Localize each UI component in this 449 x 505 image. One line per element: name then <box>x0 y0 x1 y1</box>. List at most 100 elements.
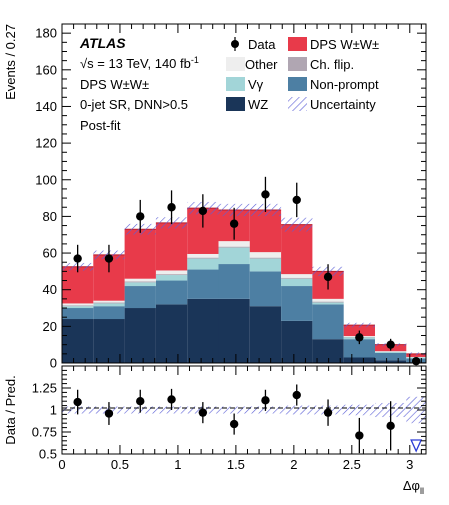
ratio-unc-bin-5 <box>218 406 250 414</box>
ratio-unc-bin-9 <box>343 404 375 416</box>
bar-v-bin-7 <box>281 278 313 287</box>
legend-vgamma: Vγ <box>226 77 264 92</box>
ratio-point-9 <box>355 431 364 440</box>
ratio-ytick-label-0: 0.5 <box>39 447 57 462</box>
ratio-point-7 <box>292 390 301 400</box>
ratio-xtick-label-6: 3 <box>406 457 413 472</box>
bar-other-bin-3 <box>155 270 188 275</box>
data-point-0 <box>73 254 82 263</box>
legend-other: Other <box>226 57 278 72</box>
ratio-points <box>73 384 423 454</box>
upper-x-ticks <box>61 24 422 363</box>
bar-dpsww-bin-11 <box>406 353 426 357</box>
bar-chflip-bin-3 <box>155 274 188 276</box>
bar-chflip-bin-0 <box>62 305 94 307</box>
bar-v-bin-3 <box>155 275 188 281</box>
legend-label-chflip: Ch. flip. <box>310 57 354 72</box>
data-marker-icon <box>231 40 239 48</box>
ratio-ytick-label-1: 0.75 <box>32 425 57 440</box>
bar-wz-bin-5 <box>218 298 250 363</box>
bar-v-bin-0 <box>62 306 94 309</box>
legend-chflip: Ch. flip. <box>288 57 354 72</box>
bar-v-bin-6 <box>249 258 282 272</box>
bar-v-bin-5 <box>218 247 250 265</box>
legend-nonprompt: Non-prompt <box>288 77 379 92</box>
bar-nonprompt-bin-3 <box>155 280 188 305</box>
legend: Data DPS W±W± Other Ch. flip. Vγ Non-pro… <box>226 37 379 112</box>
upper-ytick-label-9: 180 <box>35 26 57 41</box>
bar-v-bin-2 <box>124 282 156 287</box>
bar-other-bin-10 <box>374 351 407 352</box>
legend-data: Data <box>231 37 276 52</box>
ratio-point-8 <box>323 408 333 417</box>
legend-label-uncertainty: Uncertainty <box>310 97 376 112</box>
data-point-6 <box>261 190 270 199</box>
bar-chflip-bin-2 <box>124 281 156 283</box>
ratio-point-0 <box>73 397 82 407</box>
upper-ytick-label-2: 40 <box>43 282 57 297</box>
offscale-arrow-icon <box>410 439 423 453</box>
bar-nonprompt-bin-9 <box>343 339 375 358</box>
ratio-point-1 <box>104 409 114 418</box>
bar-other-bin-5 <box>218 241 250 247</box>
bar-nonprompt-bin-8 <box>312 304 344 340</box>
bar-other-bin-8 <box>312 298 344 302</box>
bar-v-bin-4 <box>187 258 219 270</box>
bar-dpsww-bin-6 <box>249 209 282 253</box>
ratio-point-2 <box>136 397 145 406</box>
ratio-point-10 <box>386 421 395 431</box>
bar-v-bin-10 <box>374 352 407 353</box>
legend-label-other: Other <box>245 57 278 72</box>
upper-y-axis: 0 20 40 60 80 100 120 140 160 180 <box>35 26 426 371</box>
legend-wz: WZ <box>226 97 268 112</box>
bar-wz-bin-2 <box>124 308 156 363</box>
upper-y-axis-label: Events / 0.27 <box>3 24 18 100</box>
bar-nonprompt-bin-7 <box>281 286 313 321</box>
legend-swatch-wz <box>226 97 245 111</box>
bar-chflip-bin-6 <box>249 257 282 259</box>
legend-swatch-uncertainty <box>288 97 307 111</box>
data-point-3 <box>167 203 176 212</box>
upper-plot-frame <box>61 23 427 364</box>
unc-band-bin-9 <box>343 322 375 328</box>
bar-v-bin-1 <box>93 303 125 307</box>
bar-nonprompt-bin-5 <box>218 264 250 299</box>
bar-wz-bin-7 <box>281 320 313 363</box>
bar-dpsww-bin-0 <box>62 266 94 304</box>
ratio-y-axis: 0.5 0.75 1 1.25 <box>32 369 426 462</box>
bar-dpsww-bin-2 <box>124 229 156 279</box>
bar-wz-bin-6 <box>249 306 282 363</box>
bar-dpsww-bin-7 <box>281 224 313 275</box>
upper-ytick-label-0: 0 <box>50 356 57 371</box>
bar-other-bin-4 <box>187 253 219 258</box>
ratio-point-5 <box>229 419 239 429</box>
legend-swatch-nonprompt <box>288 77 307 91</box>
bar-wz-bin-0 <box>62 319 94 363</box>
ratio-xtick-label-3: 1.5 <box>227 457 245 472</box>
bar-nonprompt-bin-2 <box>124 286 156 309</box>
bar-other-bin-1 <box>93 300 125 303</box>
upper-ytick-label-4: 80 <box>43 209 57 224</box>
process-label: DPS W±W± <box>80 77 149 92</box>
unc-band-bin-7 <box>281 217 313 232</box>
main-histogram-panel: 0 20 40 60 80 100 120 140 160 180 Events / 0.27 A… <box>3 23 427 371</box>
bar-nonprompt-bin-0 <box>62 308 94 320</box>
data-point-10 <box>386 340 395 349</box>
x-axis-label: Δφll <box>403 478 424 496</box>
bar-chflip-bin-8 <box>312 301 344 303</box>
legend-swatch-dps <box>288 37 307 51</box>
bar-nonprompt-bin-1 <box>93 306 125 320</box>
bar-chflip-bin-5 <box>218 246 250 248</box>
ratio-unc-bin-11 <box>406 396 426 424</box>
data-point-7 <box>292 195 301 205</box>
bar-dpsww-bin-3 <box>155 222 188 271</box>
bar-wz-bin-8 <box>312 339 344 363</box>
bar-wz-bin-9 <box>343 357 375 363</box>
unc-band-bin-11 <box>406 352 426 356</box>
bar-nonprompt-bin-4 <box>187 269 219 299</box>
ratio-point-6 <box>261 396 270 405</box>
ratio-xtick-label-0: 0 <box>58 457 65 472</box>
legend-swatch-vgamma <box>226 77 245 91</box>
legend-swatch-chflip <box>288 57 307 71</box>
